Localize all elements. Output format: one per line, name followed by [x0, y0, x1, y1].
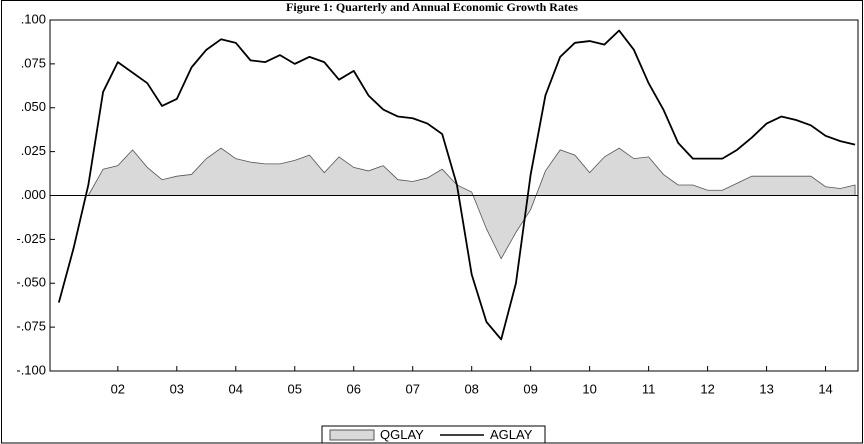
line	[57, 29, 856, 341]
y-tick-label: .075	[21, 55, 46, 70]
y-tick-label: .025	[21, 143, 46, 158]
y-tick-label: .000	[21, 187, 46, 202]
x-tick-label: 06	[347, 381, 361, 396]
y-tick-label: -.050	[16, 275, 46, 290]
x-tick-label: 10	[582, 381, 596, 396]
x-tick-label: 08	[464, 381, 478, 396]
x-tick-label: 04	[229, 381, 243, 396]
x-tick-label: 03	[170, 381, 184, 396]
x-tick-label: 07	[405, 381, 419, 396]
chart-title: Figure 1: Quarterly and Annual Economic …	[286, 0, 578, 14]
x-tick-label: 02	[111, 381, 125, 396]
x-tick-label: 12	[700, 381, 714, 396]
y-tick-label: .100	[21, 11, 46, 26]
x-tick-label: 05	[288, 381, 302, 396]
legend-label: AGLAY	[490, 427, 533, 442]
legend-box	[321, 425, 546, 444]
x-tick-label: 11	[642, 381, 656, 396]
y-tick-label: -.100	[16, 362, 46, 377]
legend-swatch	[329, 429, 375, 441]
x-tick-label: 14	[818, 381, 832, 396]
area	[87, 147, 856, 260]
y-tick-label: .050	[21, 99, 46, 114]
legend-label: QGLAY	[380, 427, 424, 442]
y-tick-label: -.075	[16, 319, 46, 334]
x-tick-label: 13	[759, 381, 773, 396]
y-tick-label: -.025	[16, 231, 46, 246]
x-tick-label: 09	[523, 381, 537, 396]
